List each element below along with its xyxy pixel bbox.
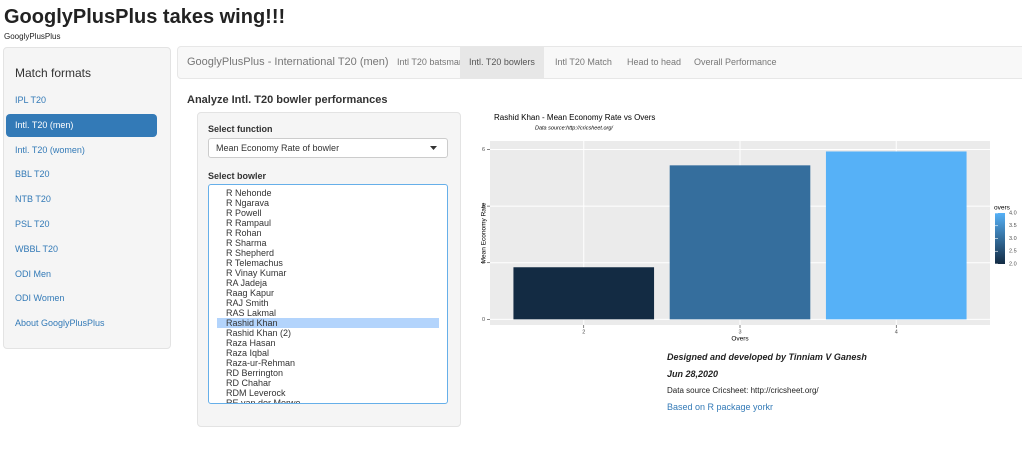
bowler-option[interactable]: RA Jadeja xyxy=(226,278,268,288)
sidebar-item[interactable]: NTB T20 xyxy=(15,194,51,205)
sidebar-item[interactable]: Intl. T20 (men) xyxy=(6,113,157,137)
bowler-option[interactable]: RD Berrington xyxy=(226,368,284,378)
bowler-option[interactable]: R Ngarava xyxy=(226,198,270,208)
nav-tab[interactable]: Intl. T20 bowlers xyxy=(460,47,544,78)
sidebar-item[interactable]: IPL T20 xyxy=(15,95,47,105)
legend-colorbar xyxy=(995,213,1005,264)
y-axis-label: Mean Economy Rate xyxy=(481,202,488,263)
legend-title: overs xyxy=(994,205,1011,212)
page-subtitle: GooglyPlusPlus xyxy=(4,32,61,41)
bowler-option[interactable]: RAJ Smith xyxy=(226,298,269,308)
bar xyxy=(825,151,967,320)
nav-tab[interactable]: Head to head xyxy=(627,57,682,67)
sidebar: Match formats IPL T20 Intl. T20 (men) Intl… xyxy=(3,47,171,349)
bowler-list[interactable]: R Nehonde R Ngarava R Powell R Rampaul R Roh… xyxy=(208,184,448,404)
nav-tab[interactable]: Intl T20 Match xyxy=(555,57,612,67)
chart-title: Rashid Khan - Mean Economy Rate vs Overs xyxy=(494,113,655,122)
panel-heading: Analyze Intl. T20 bowler performances xyxy=(187,94,388,106)
bowler-option[interactable]: R Rohan xyxy=(226,228,262,238)
bowler-option[interactable]: R Sharma xyxy=(226,238,267,248)
x-tick-label: 2 xyxy=(582,329,585,335)
bar xyxy=(513,267,655,320)
navbar: GooglyPlusPlus - International T20 (men)… xyxy=(177,46,1022,79)
bowler-option[interactable]: Raza Hasan xyxy=(226,338,276,348)
bowler-option[interactable]: R Nehonde xyxy=(226,188,272,198)
legend-tick-label: 2.5 xyxy=(1009,249,1017,255)
sidebar-item[interactable]: BBL T20 xyxy=(15,169,50,180)
bowler-option[interactable]: R Rampaul xyxy=(226,218,272,228)
function-label: Select function xyxy=(208,124,273,134)
bowler-option[interactable]: R Vinay Kumar xyxy=(226,268,287,278)
credit: Designed and developed by Tinniam V Gane… xyxy=(667,352,867,362)
bowler-option[interactable]: R Powell xyxy=(226,208,262,218)
bowler-option[interactable]: Rashid Khan (2) xyxy=(226,328,292,338)
date: Jun 28,2020 xyxy=(667,369,719,379)
bowler-option[interactable]: RD Chahar xyxy=(226,378,272,388)
chart-subtitle: Data source:http://cricsheet.org/ xyxy=(535,125,613,131)
bowler-option[interactable]: Rashid Khan xyxy=(217,318,439,328)
function-value: Mean Economy Rate of bowler xyxy=(216,143,340,153)
package-link[interactable]: Based on R package yorkr xyxy=(667,402,774,412)
y-tick-label: 2 xyxy=(482,260,485,266)
sidebar-item[interactable]: WBBL T20 xyxy=(15,243,59,254)
bowler-option[interactable]: Raag Kapur xyxy=(226,288,275,298)
nav-tab[interactable]: Intl T20 batsman xyxy=(397,57,464,67)
bowler-option[interactable]: RAS Lakmal xyxy=(226,308,277,318)
y-tick-label: 0 xyxy=(482,317,485,323)
nav-tab[interactable]: Overall Performance xyxy=(694,57,777,67)
bar xyxy=(669,165,811,320)
bowler-label: Select bowler xyxy=(208,171,267,181)
x-tick-label: 4 xyxy=(895,329,898,335)
sidebar-item[interactable]: Intl. T20 (women) xyxy=(15,144,85,155)
bowler-option[interactable]: R Telemachus xyxy=(226,258,283,268)
y-tick-label: 4 xyxy=(482,204,485,210)
select-caret xyxy=(430,146,437,150)
legend-tick-label: 3.0 xyxy=(1009,236,1017,242)
bowler-option[interactable]: RDM Leverock xyxy=(226,388,286,398)
sidebar-item[interactable]: About GooglyPlusPlus xyxy=(15,318,105,329)
page-title: GooglyPlusPlus takes wing!!! xyxy=(4,6,286,28)
sidebar-title: Match formats xyxy=(15,66,92,80)
bowler-option[interactable]: RE van der Merwe xyxy=(226,398,301,404)
y-tick-label: 6 xyxy=(482,147,485,153)
sidebar-item[interactable]: ODI Women xyxy=(15,293,65,304)
bowler-option[interactable]: Raza-ur-Rehman xyxy=(226,358,296,368)
legend-tick-label: 4.0 xyxy=(1009,210,1017,216)
x-tick-label: 3 xyxy=(738,329,741,335)
x-axis-label: Overs xyxy=(731,336,749,343)
data-source: Data source Cricsheet: http://cricsheet.… xyxy=(667,386,819,395)
function-select[interactable]: Mean Economy Rate of bowler xyxy=(208,138,448,158)
legend-tick-label: 3.5 xyxy=(1009,223,1017,229)
navbar-brand[interactable]: GooglyPlusPlus - International T20 (men) xyxy=(187,56,389,68)
sidebar-item[interactable]: ODI Men xyxy=(15,268,52,279)
legend-tick-label: 2.0 xyxy=(1009,261,1017,267)
sidebar-item[interactable]: PSL T20 xyxy=(15,219,50,229)
bowler-option[interactable]: R Shepherd xyxy=(226,248,275,258)
bowler-option[interactable]: Raza Iqbal xyxy=(226,348,270,358)
